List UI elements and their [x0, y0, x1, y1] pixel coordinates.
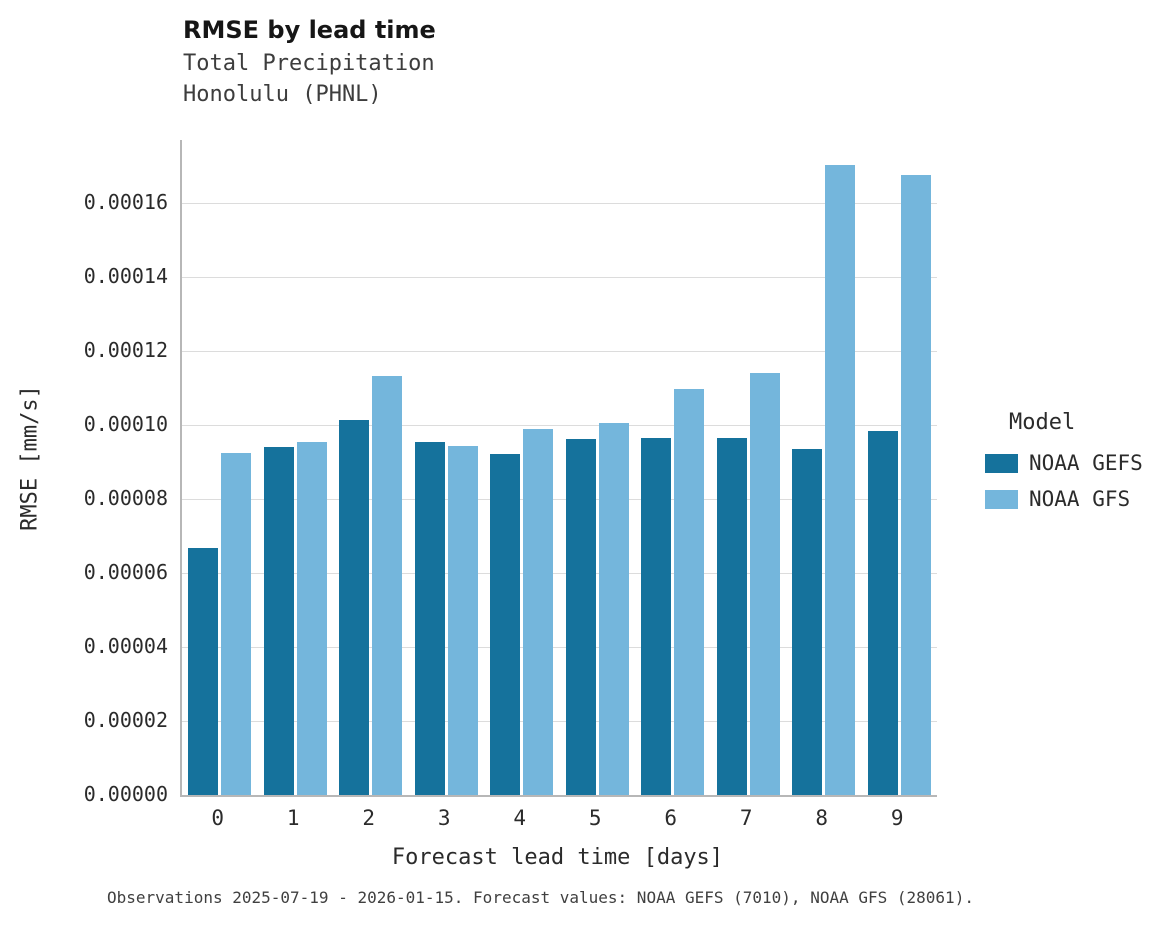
y-tick-label: 0.00012 — [83, 337, 168, 362]
bar-noaa-gfs-day-9 — [900, 175, 931, 795]
x-tick-label: 2 — [362, 806, 376, 830]
bar-noaa-gefs-day-7 — [716, 437, 747, 795]
bar-noaa-gefs-day-2 — [339, 420, 370, 795]
bar-noaa-gfs-day-5 — [598, 423, 629, 795]
y-tick-label: 0.00004 — [83, 633, 168, 658]
gridlines — [182, 140, 937, 795]
y-tick-label: 0.00016 — [83, 189, 168, 214]
bar-group-day-5 — [560, 140, 636, 795]
y-tick-label: 0.00002 — [83, 707, 168, 732]
gridline — [182, 572, 937, 574]
gridline — [182, 720, 937, 722]
bar-group-day-8 — [786, 140, 862, 795]
chart-subtitle-location: Honolulu (PHNL) — [183, 82, 382, 107]
gridline — [182, 350, 937, 352]
legend-swatch-icon — [985, 453, 1018, 473]
y-tick-label: 0.00010 — [83, 411, 168, 436]
bar-noaa-gfs-day-7 — [749, 373, 780, 795]
bar-noaa-gfs-day-3 — [447, 446, 478, 795]
bar-group-day-9 — [862, 140, 938, 795]
x-axis-label: Forecast lead time [days] — [391, 845, 724, 870]
gridline — [182, 424, 937, 426]
x-tick-label: 8 — [815, 806, 829, 830]
legend-entries: NOAA GEFS NOAA GFS — [985, 451, 1175, 511]
x-tick-label: 3 — [437, 806, 451, 830]
y-tick-label: 0.00014 — [83, 263, 168, 288]
bar-noaa-gfs-day-0 — [221, 452, 252, 795]
bar-noaa-gfs-day-6 — [674, 389, 705, 795]
x-tick-label: 6 — [664, 806, 678, 830]
bar-noaa-gefs-day-4 — [490, 453, 521, 795]
plot-area — [180, 140, 937, 797]
chart-title: RMSE by lead time — [183, 16, 436, 44]
bar-group-day-0 — [182, 140, 258, 795]
bar-group-day-2 — [333, 140, 409, 795]
chart-subtitle-variable: Total Precipitation — [183, 51, 435, 76]
x-tick-label: 0 — [211, 806, 225, 830]
bar-noaa-gfs-day-8 — [825, 164, 856, 795]
bar-noaa-gfs-day-4 — [523, 429, 554, 795]
y-tick-label: 0.00006 — [83, 559, 168, 584]
bar-group-day-7 — [711, 140, 787, 795]
bar-noaa-gefs-day-8 — [792, 449, 823, 795]
bar-noaa-gfs-day-2 — [372, 375, 403, 795]
caption: Observations 2025-07-19 - 2026-01-15. Fo… — [107, 888, 974, 907]
legend: Model NOAA GEFS NOAA GFS — [985, 410, 1175, 523]
gridline — [182, 276, 937, 278]
gridline — [182, 498, 937, 500]
bar-group-day-1 — [258, 140, 334, 795]
x-tick-label: 4 — [513, 806, 527, 830]
legend-entry-noaa-gefs: NOAA GEFS — [985, 451, 1175, 475]
x-tick-label: 5 — [588, 806, 602, 830]
x-tick-label: 7 — [739, 806, 753, 830]
bar-noaa-gefs-day-5 — [565, 439, 596, 795]
gridline — [182, 202, 937, 204]
y-tick-label: 0.00000 — [83, 782, 168, 806]
bar-noaa-gefs-day-6 — [641, 437, 672, 795]
bar-group-day-6 — [635, 140, 711, 795]
legend-label: NOAA GEFS — [1029, 451, 1143, 475]
bar-noaa-gefs-day-9 — [867, 430, 898, 795]
legend-entry-noaa-gfs: NOAA GFS — [985, 487, 1175, 511]
legend-label: NOAA GFS — [1029, 487, 1131, 511]
x-tick-label: 1 — [286, 806, 300, 830]
y-tick-label: 0.00008 — [83, 485, 168, 510]
x-tick-label: 9 — [890, 806, 904, 830]
bar-noaa-gefs-day-3 — [414, 441, 445, 795]
gridline — [182, 646, 937, 648]
bar-series-container — [182, 140, 937, 795]
legend-swatch-icon — [985, 489, 1018, 509]
x-axis-ticks: 0 1 2 3 4 5 6 7 8 9 — [180, 806, 935, 830]
bar-noaa-gefs-day-0 — [188, 548, 219, 795]
bar-group-day-3 — [409, 140, 485, 795]
bar-group-day-4 — [484, 140, 560, 795]
legend-title: Model — [1009, 410, 1076, 435]
bar-noaa-gfs-day-1 — [296, 441, 327, 795]
bar-noaa-gefs-day-1 — [263, 447, 294, 795]
